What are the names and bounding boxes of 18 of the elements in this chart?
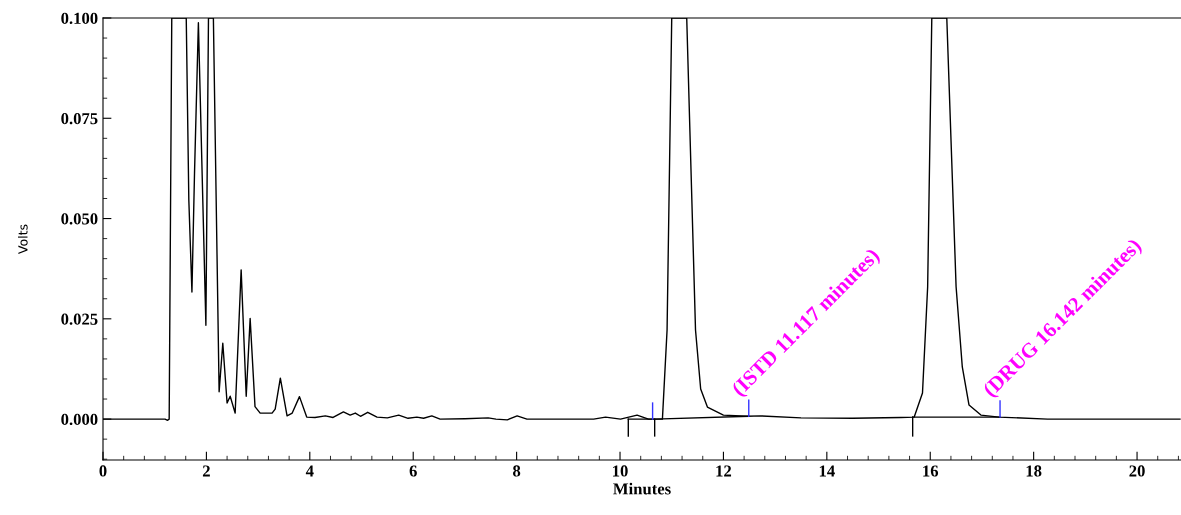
y-tick-label: 0.050: [61, 213, 98, 225]
y-tick-label: 0.025: [61, 313, 98, 325]
x-tick-label: 0: [99, 465, 107, 477]
x-tick-label: 20: [1129, 465, 1145, 477]
x-tick-label: 18: [1026, 465, 1042, 477]
y-axis-title: Volts: [17, 224, 28, 254]
x-tick-label: 2: [202, 465, 210, 477]
x-tick-label: 6: [409, 465, 417, 477]
x-tick-label: 10: [613, 465, 628, 477]
y-tick-label: 0.075: [61, 112, 98, 125]
x-tick-label: 8: [513, 465, 521, 477]
x-tick-label: 4: [305, 465, 314, 477]
x-tick-label: 14: [819, 465, 835, 477]
x-tick-label: 12: [716, 465, 732, 477]
x-tick-label: 16: [923, 465, 939, 477]
y-tick-label: 0.100: [61, 12, 98, 25]
y-tick-label: 0.000: [61, 413, 98, 426]
x-axis-title: Minutes: [613, 482, 671, 495]
